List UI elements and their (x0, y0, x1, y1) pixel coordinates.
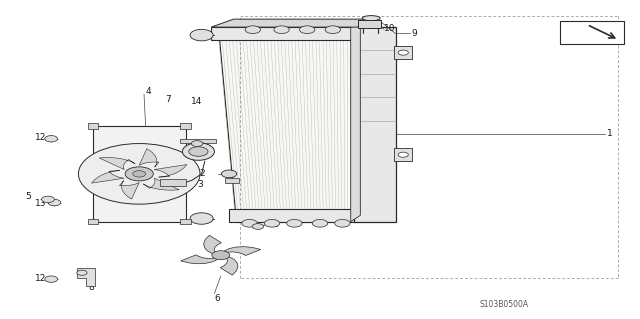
Circle shape (300, 26, 315, 33)
Polygon shape (143, 178, 179, 190)
Circle shape (133, 171, 146, 177)
Circle shape (242, 219, 257, 227)
Circle shape (312, 219, 328, 227)
Text: 10: 10 (384, 24, 396, 33)
Circle shape (42, 196, 54, 203)
Text: 6: 6 (214, 294, 220, 303)
Circle shape (287, 219, 302, 227)
Ellipse shape (182, 143, 214, 160)
Bar (225, 178, 239, 183)
Text: 12: 12 (35, 133, 47, 142)
Polygon shape (92, 171, 124, 183)
Circle shape (190, 29, 213, 41)
Circle shape (325, 26, 340, 33)
Polygon shape (140, 149, 159, 167)
Bar (180, 123, 191, 129)
Circle shape (398, 50, 408, 55)
Circle shape (125, 167, 153, 181)
Bar (180, 139, 216, 143)
Circle shape (45, 136, 58, 142)
Circle shape (335, 219, 350, 227)
Circle shape (264, 219, 280, 227)
Bar (560, 21, 624, 44)
Circle shape (191, 141, 203, 146)
Text: FR.: FR. (568, 25, 588, 35)
Circle shape (45, 276, 58, 282)
Bar (358, 20, 381, 28)
Circle shape (190, 213, 213, 224)
Text: 13: 13 (35, 199, 47, 208)
Circle shape (252, 224, 264, 229)
Polygon shape (211, 27, 357, 40)
Text: 5: 5 (26, 192, 31, 201)
Polygon shape (77, 268, 95, 286)
Text: 11: 11 (268, 220, 279, 229)
Circle shape (245, 26, 260, 33)
Polygon shape (120, 181, 140, 199)
Bar (354, 27, 396, 222)
Circle shape (274, 26, 289, 33)
Circle shape (48, 199, 61, 206)
Bar (160, 179, 186, 186)
Bar (93, 126, 186, 222)
Text: 2: 2 (199, 169, 205, 178)
Text: 9: 9 (412, 29, 417, 38)
Polygon shape (204, 235, 221, 253)
Text: 12: 12 (35, 274, 47, 283)
Bar (394, 148, 412, 161)
Text: 8: 8 (88, 283, 94, 292)
Circle shape (78, 144, 200, 204)
Text: 1: 1 (607, 130, 612, 138)
Polygon shape (99, 158, 135, 170)
Circle shape (77, 270, 87, 275)
Bar (180, 219, 191, 224)
Polygon shape (218, 27, 351, 222)
Polygon shape (180, 255, 217, 264)
Bar (88, 123, 98, 129)
Polygon shape (225, 247, 261, 256)
Polygon shape (154, 165, 187, 177)
Circle shape (221, 170, 237, 178)
Text: 14: 14 (191, 97, 202, 106)
Text: 7: 7 (165, 95, 171, 104)
Ellipse shape (362, 16, 380, 21)
Circle shape (189, 147, 208, 156)
Polygon shape (229, 209, 357, 222)
Polygon shape (211, 19, 376, 27)
Polygon shape (220, 257, 238, 275)
Circle shape (212, 251, 230, 260)
Text: S103B0500A: S103B0500A (480, 300, 529, 309)
Circle shape (398, 152, 408, 157)
Text: 3: 3 (198, 180, 204, 189)
Text: 4: 4 (146, 87, 152, 96)
Bar (88, 219, 98, 224)
Polygon shape (351, 21, 360, 222)
Bar (394, 46, 412, 59)
